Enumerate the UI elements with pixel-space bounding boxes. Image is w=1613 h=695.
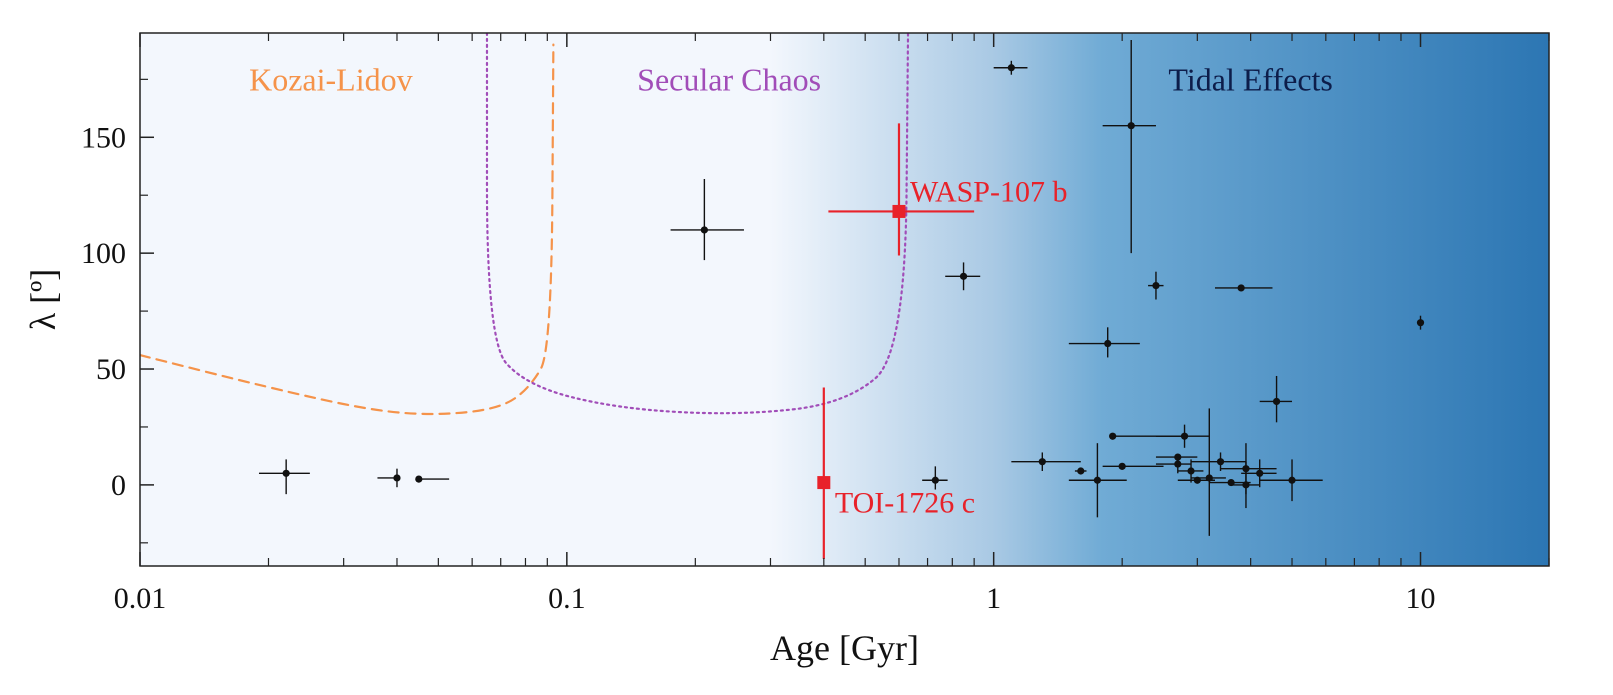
point-marker (1127, 122, 1135, 130)
point-marker (1104, 339, 1112, 348)
data-point (1068, 327, 1140, 358)
point-marker (282, 469, 290, 477)
data-point (670, 178, 744, 261)
point-marker (1216, 458, 1225, 466)
planet-label: WASP-107 b (910, 175, 1068, 208)
region-label-kozai-lidov: Kozai-Lidov (249, 61, 413, 97)
point-marker (1077, 467, 1085, 475)
point-marker (931, 476, 939, 484)
data-point (1074, 467, 1087, 475)
point-marker (700, 226, 708, 234)
point-marker (1180, 432, 1189, 440)
region-boundary-secular-chaos (485, 33, 910, 415)
data-point (1155, 424, 1210, 448)
data-point (993, 60, 1028, 75)
point-marker (1256, 469, 1264, 477)
planet-label: TOI-1726 c (835, 487, 975, 520)
point-marker (1237, 284, 1245, 292)
data-point (1102, 462, 1164, 470)
point-marker (1118, 462, 1126, 470)
point-marker (817, 476, 831, 490)
point-marker (1152, 281, 1160, 290)
y-tick-label: 50 (96, 353, 126, 386)
region-labels: Kozai-Lidov Secular Chaos Tidal Effects (249, 61, 1333, 97)
highlight-point (828, 123, 975, 256)
point-marker (1242, 481, 1250, 489)
data-point (1259, 459, 1323, 502)
region-boundaries (140, 33, 910, 416)
point-marker (415, 475, 423, 483)
plot-frame (139, 32, 1550, 567)
data-point (1259, 375, 1293, 423)
data-point (1241, 459, 1277, 488)
data-point (1177, 459, 1204, 483)
point-marker (1205, 474, 1213, 482)
point-marker (1174, 453, 1182, 461)
data-point (1191, 452, 1246, 471)
point-marker (959, 272, 968, 280)
data-point (377, 468, 401, 488)
data-point (1416, 315, 1425, 330)
x-axis-label: Age [Gyr] (770, 628, 919, 668)
point-marker (1093, 476, 1102, 484)
y-tick-label: 150 (81, 121, 126, 154)
highlight-point (817, 387, 831, 560)
x-tick-label: 0.1 (548, 582, 586, 615)
data-point (922, 466, 948, 490)
data-point (1191, 408, 1226, 536)
plot-background (140, 33, 1549, 566)
point-marker (393, 474, 401, 482)
region-label-secular-chaos: Secular Chaos (637, 61, 821, 97)
point-marker (1174, 460, 1182, 468)
y-tick-label: 0 (111, 469, 126, 502)
x-tick-label: 0.01 (114, 582, 167, 615)
point-marker (892, 204, 906, 218)
point-marker (1038, 458, 1046, 466)
data-points (258, 39, 1425, 560)
data-point (1155, 453, 1198, 461)
data-point (258, 459, 310, 495)
region-label-tidal-effects: Tidal Effects (1168, 61, 1332, 97)
point-marker (1109, 432, 1117, 440)
data-point (1214, 284, 1273, 292)
point-marker (1288, 476, 1296, 484)
data-point (1068, 443, 1127, 518)
region-boundary-kozai-lidov (140, 43, 555, 416)
point-marker (1187, 467, 1195, 475)
x-tick-label: 1 (986, 582, 1001, 615)
data-point (415, 475, 450, 483)
point-marker (1416, 319, 1425, 327)
data-point (1231, 461, 1260, 509)
data-point (1011, 452, 1081, 471)
data-point (1102, 39, 1156, 254)
point-marker (1007, 64, 1015, 72)
y-tick-label: 100 (81, 237, 126, 270)
x-tick-label: 10 (1406, 582, 1436, 615)
data-point (1148, 271, 1164, 300)
point-marker (1272, 397, 1281, 406)
y-axis-label: λ [º] (23, 269, 63, 331)
data-point (945, 262, 981, 291)
highlight-labels: WASP-107 b TOI-1726 c (835, 175, 1068, 519)
